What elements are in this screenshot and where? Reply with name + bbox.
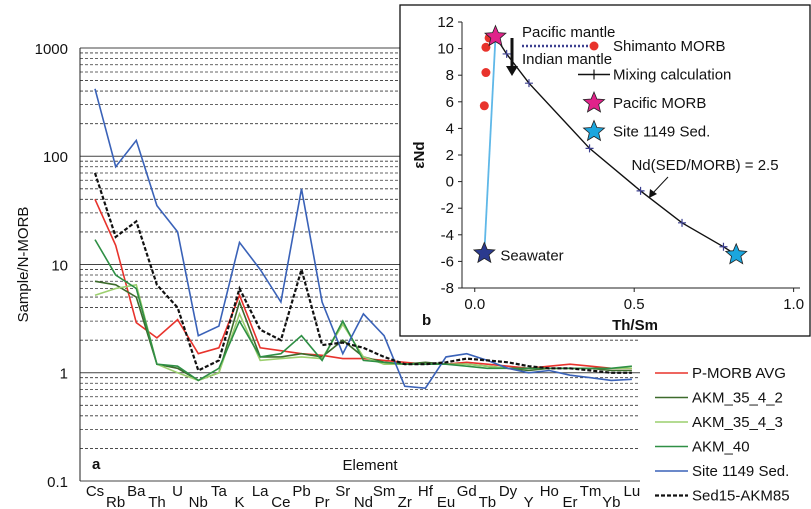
inset-frame (399, 4, 811, 337)
x-tick-label: Eu (437, 494, 455, 509)
data-point (479, 101, 489, 111)
y-tick-label: 12 (437, 14, 454, 31)
x-axis-label: Th/Sm (612, 317, 658, 334)
data-line (483, 36, 497, 254)
data-line (94, 88, 632, 390)
legend-label: AKM_35_4_2 (692, 389, 783, 406)
x-tick-label: Tb (479, 494, 497, 509)
data-point (724, 242, 748, 265)
data-point (481, 42, 491, 52)
x-tick-label: Ba (127, 483, 146, 500)
data-point (472, 241, 496, 264)
x-tick-label: Tm (580, 483, 602, 500)
x-tick-label: Pr (315, 494, 330, 509)
y-tick-label: 4 (446, 120, 454, 137)
x-tick-label: Rb (106, 494, 125, 509)
y-tick-label: 0.1 (47, 474, 68, 491)
x-tick-label: Nd (354, 494, 373, 509)
panel-label: a (92, 456, 101, 473)
x-tick-label: Ho (540, 483, 559, 500)
x-tick-label: Nb (189, 494, 208, 509)
legend-swatch (589, 41, 599, 51)
y-axis-label: Sample/N-MORB (15, 207, 32, 323)
x-tick-label: Er (562, 494, 577, 509)
y-tick-label: 8 (446, 67, 454, 84)
x-tick-label: Gd (457, 483, 477, 500)
legend-swatch (582, 119, 606, 142)
y-tick-label: 0 (446, 174, 454, 191)
x-tick-label: 0.0 (464, 296, 485, 313)
x-tick-label: Zr (398, 494, 412, 509)
data-point (585, 144, 594, 153)
x-axis-label: Element (342, 457, 398, 474)
data-point (481, 68, 491, 78)
x-tick-label: Dy (499, 483, 518, 500)
data-line (93, 172, 632, 374)
y-tick-label: 10 (437, 41, 454, 58)
x-tick-label: Y (524, 494, 534, 509)
y-tick-label: -6 (441, 253, 454, 270)
x-tick-label: 1.0 (783, 296, 804, 313)
x-tick-label: Hf (418, 483, 434, 500)
y-tick-label: 2 (446, 147, 454, 164)
x-tick-label: Cs (86, 483, 104, 500)
x-tick-label: K (235, 494, 245, 509)
legend-swatch (582, 90, 606, 113)
arrow-head (649, 189, 657, 198)
x-tick-label: 0.5 (624, 296, 645, 313)
legend-label: P-MORB AVG (692, 365, 786, 382)
legend-label: Pacific MORB (613, 95, 706, 112)
y-tick-label: -2 (441, 200, 454, 217)
legend-label: AKM_40 (692, 438, 750, 455)
data-point (678, 218, 687, 227)
x-tick-label: La (252, 483, 269, 500)
y-tick-label: 6 (446, 94, 454, 111)
arrow-head (506, 66, 518, 76)
data-point (502, 49, 511, 58)
annotation: Pacific mantle (522, 24, 615, 41)
y-tick-label: 100 (43, 149, 68, 166)
x-tick-label: Ta (211, 483, 228, 500)
legend-label: Mixing calculation (613, 66, 731, 83)
y-tick-label: 1 (60, 366, 68, 383)
legend-label: Shimanto MORB (613, 38, 726, 55)
y-tick-label: 1000 (35, 41, 68, 58)
data-point (524, 79, 533, 88)
x-tick-label: Th (148, 494, 166, 509)
x-tick-label: Sr (335, 483, 350, 500)
annotation: Indian mantle (522, 51, 612, 68)
annotation: Nd(SED/MORB) = 2.5 (631, 157, 778, 174)
x-tick-label: Lu (624, 483, 641, 500)
point-label: Seawater (500, 247, 563, 264)
data-point (719, 242, 728, 251)
data-point (636, 186, 645, 195)
y-tick-label: 10 (51, 257, 68, 274)
y-tick-label: -8 (441, 280, 454, 297)
data-line (494, 36, 737, 256)
legend-label: AKM_35_4_3 (692, 414, 783, 431)
panel-label: b (422, 312, 431, 329)
legend-label: Site 1149 Sed. (692, 463, 789, 480)
data-point (484, 24, 507, 47)
y-axis-label: εNd (411, 141, 428, 168)
x-tick-label: Pb (292, 483, 310, 500)
legend-label: Sed15-AKM85 (692, 487, 790, 504)
arrow-shaft (651, 176, 669, 195)
x-tick-label: Ce (271, 494, 290, 509)
x-tick-label: U (172, 483, 183, 500)
y-tick-label: -4 (441, 227, 454, 244)
x-tick-label: Sm (373, 483, 396, 500)
legend-label: Site 1149 Sed. (613, 123, 710, 140)
x-tick-label: Yb (602, 494, 620, 509)
